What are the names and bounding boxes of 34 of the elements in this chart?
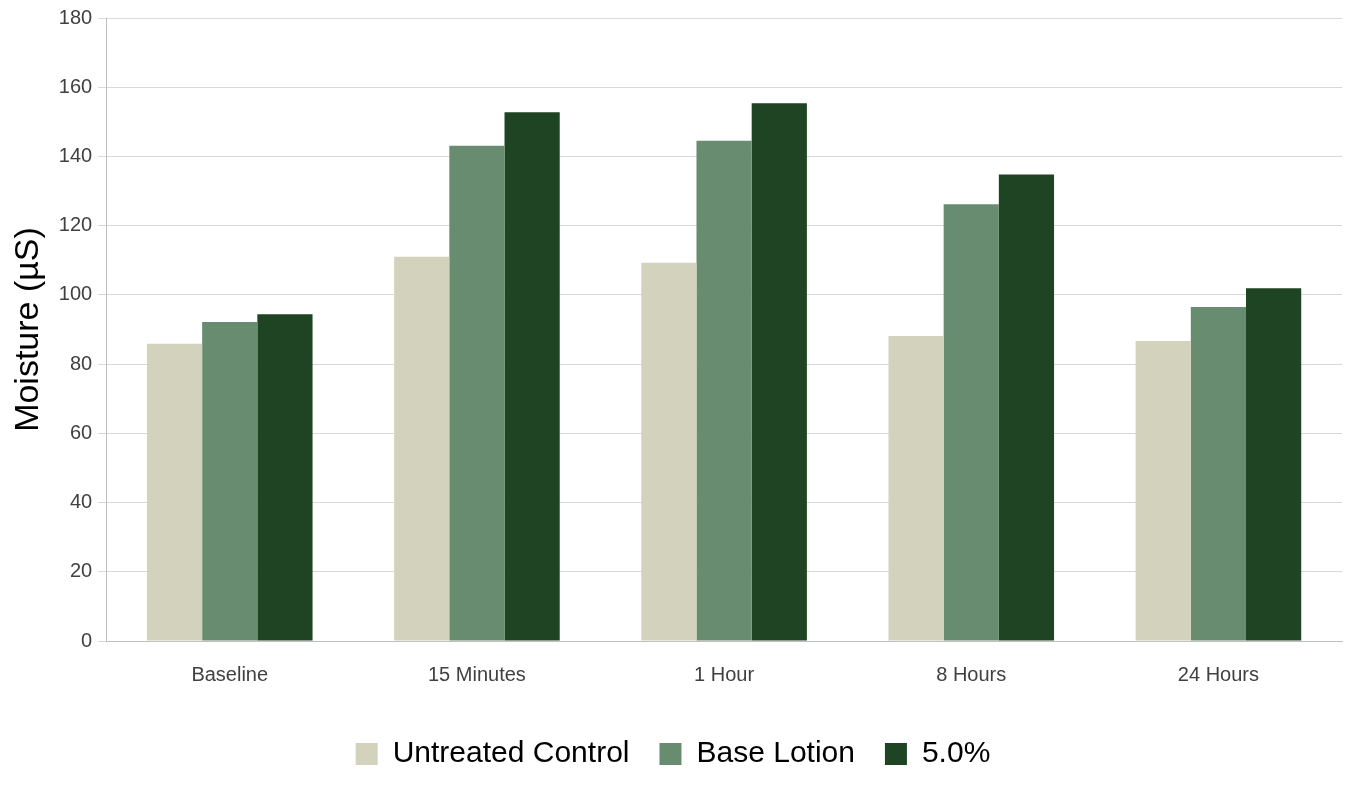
x-tick-label: 24 Hours bbox=[1177, 662, 1259, 685]
bar bbox=[641, 262, 697, 641]
y-axis-title: Moisture (µS) bbox=[6, 227, 45, 432]
bar bbox=[257, 314, 313, 641]
bar bbox=[1135, 340, 1191, 641]
bar bbox=[998, 174, 1055, 641]
y-tick-label: 140 bbox=[58, 143, 93, 166]
bar bbox=[751, 103, 807, 641]
bar bbox=[696, 140, 752, 641]
bar bbox=[1190, 307, 1247, 641]
bar bbox=[888, 336, 944, 641]
x-tick-label: 8 Hours bbox=[936, 662, 1007, 685]
bar bbox=[449, 145, 505, 641]
legend-label: 5.0% bbox=[921, 735, 991, 769]
bar bbox=[394, 256, 450, 641]
y-tick-label: 40 bbox=[69, 490, 93, 513]
bar bbox=[1246, 288, 1302, 641]
bar bbox=[943, 204, 999, 641]
y-tick-label: 160 bbox=[58, 74, 93, 97]
y-tick-label: 120 bbox=[58, 213, 93, 236]
x-tick-label: Baseline bbox=[191, 662, 269, 685]
y-tick-label: 80 bbox=[69, 351, 93, 374]
y-tick-label: 20 bbox=[69, 559, 93, 582]
x-tick-label: 1 Hour bbox=[694, 662, 755, 685]
legend-label: Base Lotion bbox=[696, 735, 855, 769]
bar bbox=[146, 343, 203, 641]
y-tick-label: 60 bbox=[69, 420, 93, 443]
y-tick-label: 0 bbox=[81, 628, 93, 651]
bar bbox=[504, 112, 560, 641]
x-tick-label: 15 Minutes bbox=[428, 662, 526, 685]
bar bbox=[202, 321, 258, 641]
y-tick-label: 180 bbox=[58, 5, 93, 28]
y-tick-label: 100 bbox=[58, 282, 93, 305]
legend-label: Untreated Control bbox=[392, 735, 630, 769]
